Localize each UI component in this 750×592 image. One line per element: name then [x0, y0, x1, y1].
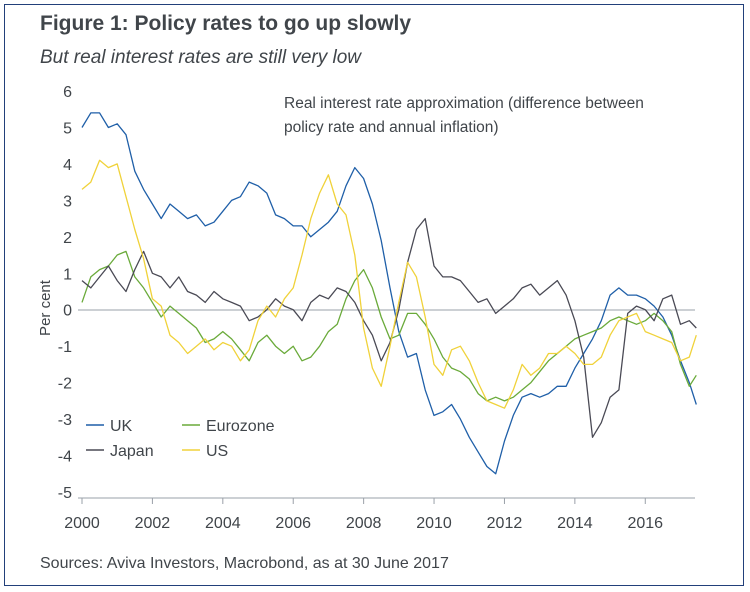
- annotation-line-2: policy rate and annual inflation): [284, 119, 499, 136]
- legend-label-japan: Japan: [110, 443, 154, 460]
- x-tick-label: 2006: [275, 515, 311, 532]
- x-tick-label: 2008: [346, 515, 382, 532]
- legend: UK Eurozone Japan US: [86, 418, 275, 460]
- series-line-eurozone: [81, 250, 697, 402]
- x-tick-label: 2000: [64, 515, 100, 532]
- grid-axes: [78, 309, 695, 499]
- legend-label-eurozone: Eurozone: [206, 418, 275, 435]
- x-tick-label: 2004: [205, 515, 241, 532]
- x-tick-label: 2016: [627, 515, 663, 532]
- y-tick-label: 3: [63, 193, 72, 210]
- series-line-japan: [81, 217, 697, 438]
- x-tick-label: 2014: [557, 515, 593, 532]
- y-tick-label: 2: [63, 230, 72, 247]
- y-tick-label: 4: [63, 157, 72, 174]
- y-tick-label: -3: [58, 412, 72, 429]
- legend-label-uk: UK: [110, 418, 133, 435]
- y-tick-label: -1: [58, 339, 72, 356]
- y-tick-label: -5: [58, 485, 72, 502]
- source-note: Sources: Aviva Investors, Macrobond, as …: [40, 555, 449, 572]
- y-axis-label: Per cent: [37, 279, 54, 336]
- y-axis-ticks: 6 5 4 3 2 1 0 -1 -2 -3 -4 -5: [58, 84, 72, 502]
- x-tick-label: 2010: [416, 515, 452, 532]
- x-tick-label: 2002: [135, 515, 171, 532]
- figure-subtitle: But real interest rates are still very l…: [40, 47, 362, 68]
- y-tick-label: 0: [63, 303, 72, 320]
- y-tick-label: -2: [58, 376, 72, 393]
- x-axis-ticks: 2000 2002 2004 2006 2008 2010 2012 2014 2016: [64, 498, 663, 532]
- series-line-us: [81, 159, 697, 409]
- annotation-line-1: Real interest rate approximation (differ…: [284, 95, 644, 112]
- y-tick-label: 5: [63, 120, 72, 137]
- figure-frame: [4, 4, 744, 586]
- y-tick-label: 6: [63, 84, 72, 101]
- figure-title: Figure 1: Policy rates to go up slowly: [40, 12, 412, 35]
- series-line-uk: [81, 112, 697, 475]
- x-tick-label: 2012: [487, 515, 523, 532]
- y-tick-label: -4: [58, 449, 72, 466]
- series-lines: [81, 112, 697, 475]
- y-tick-label: 1: [63, 266, 72, 283]
- legend-label-us: US: [206, 443, 228, 460]
